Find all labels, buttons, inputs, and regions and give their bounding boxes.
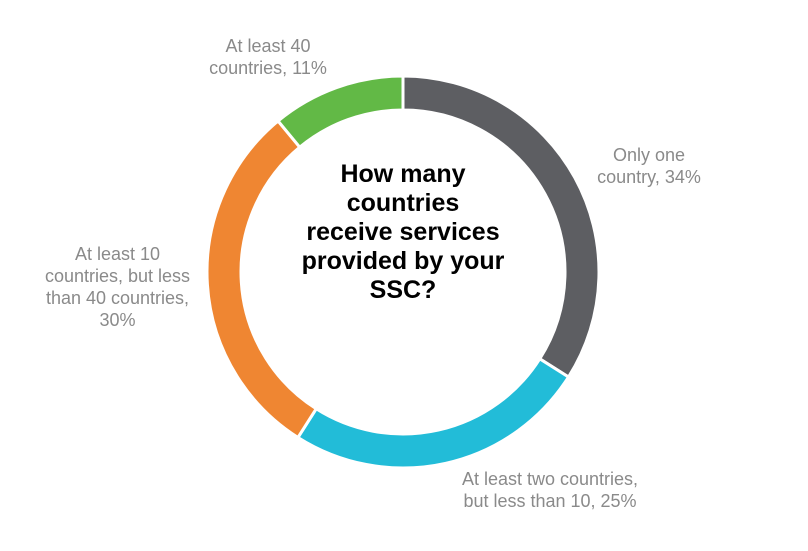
slice-label-ten-to-forty-countries: At least 10 countries, but less than 40 …	[44, 244, 191, 330]
slice-label-forty-plus-countries: At least 40 countries, 11%	[209, 36, 327, 78]
slice-forty-plus-countries	[275, 74, 405, 150]
slice-label-only-one-country: Only one country, 34%	[597, 145, 701, 187]
slice-ten-to-forty-countries	[205, 118, 319, 440]
slice-label-two-to-ten-countries: At least two countries, but less than 10…	[461, 469, 639, 511]
chart-title: How many countries receive services prov…	[301, 160, 505, 304]
slice-two-to-ten-countries	[295, 356, 571, 470]
